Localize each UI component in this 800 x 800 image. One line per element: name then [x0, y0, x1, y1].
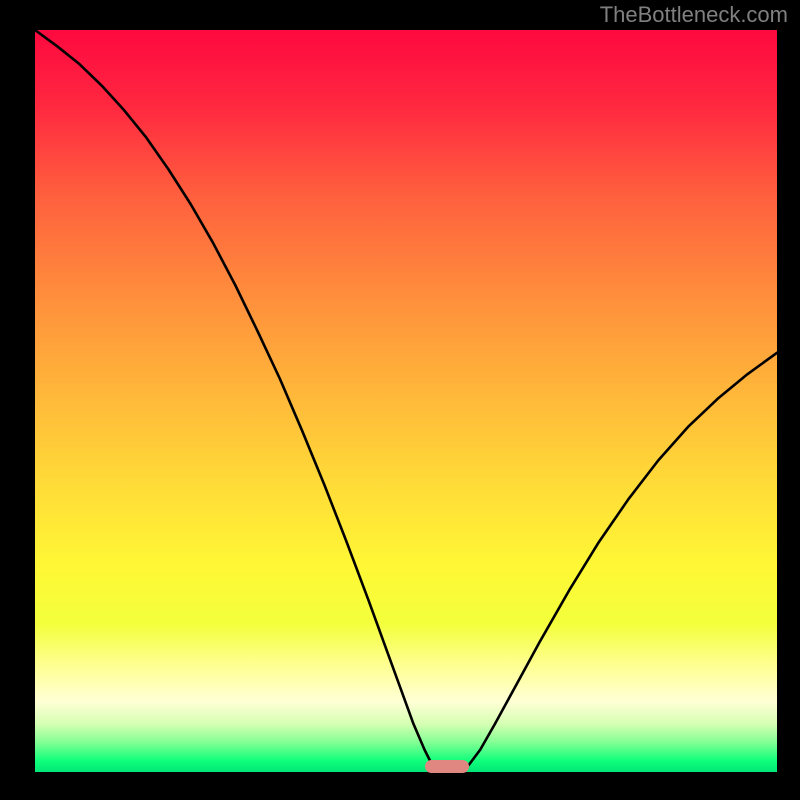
- watermark-text: TheBottleneck.com: [600, 2, 788, 28]
- bottleneck-curve: [0, 0, 800, 800]
- optimal-point-marker: [425, 760, 469, 773]
- chart-container: TheBottleneck.com: [0, 0, 800, 800]
